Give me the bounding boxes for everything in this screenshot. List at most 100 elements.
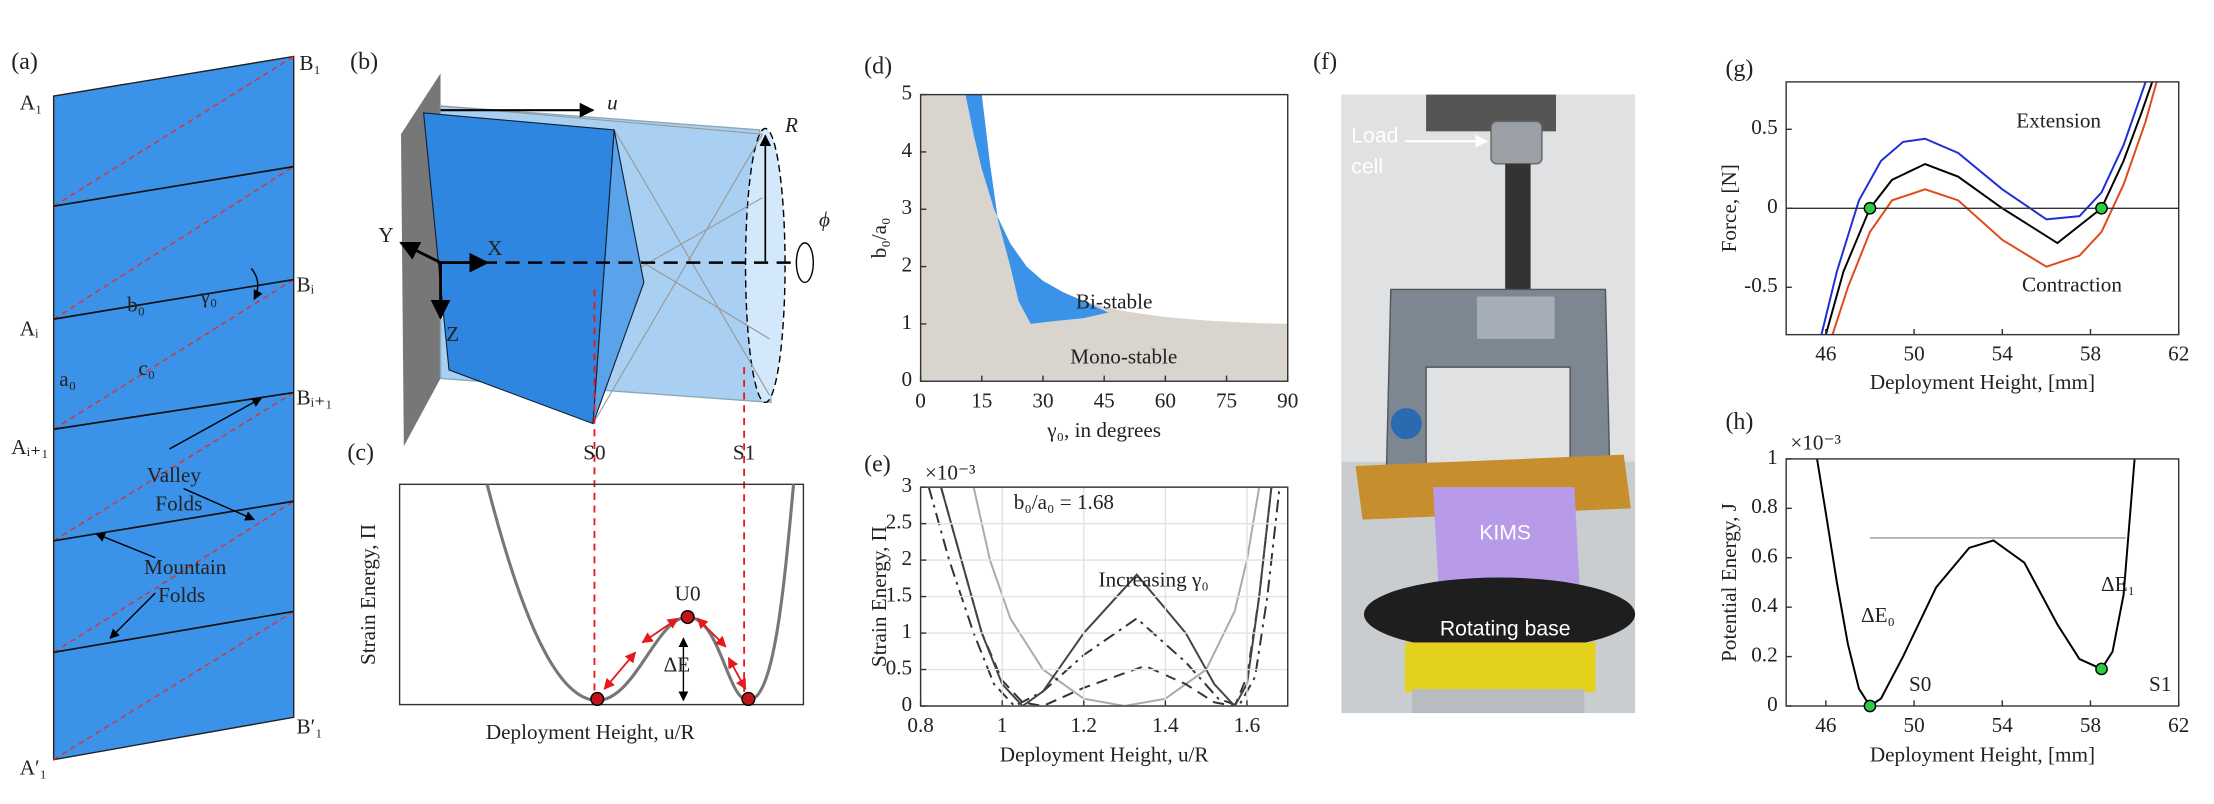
y-tick-label: 0 (902, 692, 913, 716)
axis-multiplier: ×10⁻³ (1790, 431, 1841, 455)
panel-label: (d) (864, 53, 892, 79)
label: KIMS (1479, 521, 1531, 544)
panel-label: (c) (347, 440, 374, 466)
point (1863, 699, 1877, 713)
vertex-label: Bᵢ₊₁ (297, 385, 333, 409)
clamp-plate (1476, 296, 1555, 339)
annotation: Folds (158, 583, 205, 607)
label: u (607, 90, 618, 114)
point-label: S0 (1909, 672, 1931, 696)
panel-label: (b) (350, 49, 378, 75)
plot-frame (1785, 458, 2180, 707)
point (2095, 201, 2108, 215)
line (1824, 81, 2154, 335)
rod (1505, 163, 1531, 298)
mountain-folds (53, 165, 294, 654)
label: Z (446, 322, 459, 346)
vertex-label: A₁ (20, 90, 43, 114)
edge-label: a₀ (59, 367, 76, 391)
line (940, 487, 1273, 707)
annotation: Valley (147, 463, 202, 487)
x-tick-label: 75 (1216, 388, 1237, 412)
plot-frame (919, 486, 1289, 707)
x-tick-label: 1.2 (1071, 713, 1097, 737)
x-axis-label: Deployment Height, [mm] (1870, 743, 2095, 767)
y-tick-label: 0.5 (1751, 115, 1777, 139)
chart: 46 50 54 58 62 0 0.2 0.4 0.6 0.8 1 S0 S1 ΔE₀ ΔE₁ ×10⁻³ (… (1717, 409, 2189, 767)
logo (1390, 408, 1422, 440)
label: R (784, 113, 798, 137)
panel-label: (a) (11, 49, 38, 75)
chart: 0 15 30 45 60 75 90012345Mono-stableBi-stable(… (864, 53, 1298, 442)
panel-c: (c) Strain Energy, Π Deployment Height, … (347, 440, 805, 744)
load-cell (1490, 120, 1543, 165)
x-axis-label: γ₀, in degrees (1046, 418, 1161, 442)
label: S0 (583, 441, 605, 465)
annotation: Folds (155, 491, 202, 515)
line (972, 487, 1261, 707)
chart: 46 50 54 58 62 -0.5 0 0.5 Extension Contraction (g… (1717, 56, 2189, 394)
y-tick-label: 0.5 (886, 655, 912, 679)
label: S1 (733, 441, 755, 465)
yellow-mount (1404, 642, 1596, 692)
y-tick-label: 0 (902, 367, 913, 391)
x-tick-label: 62 (2168, 342, 2189, 366)
x-tick-label: 62 (2168, 713, 2189, 737)
plot-area (927, 487, 1281, 707)
y-axis-label: b₀/a₀ (867, 218, 891, 259)
y-tick-label: 2.5 (886, 509, 912, 533)
edge-label: γ₀ (200, 284, 218, 308)
x-tick-label: 50 (1903, 342, 1924, 366)
x-tick-label: 54 (1992, 713, 2014, 737)
y-tick-label: 1 (1767, 445, 1778, 469)
annotation: Extension (2016, 109, 2101, 133)
annotation-arrows (95, 267, 263, 639)
label: Rotating base (1440, 617, 1571, 640)
line (940, 487, 1273, 707)
plot-background (1786, 458, 2179, 707)
y-tick-label: 1 (902, 619, 913, 643)
metal-mount (1411, 689, 1585, 714)
x-tick-label: 46 (1815, 713, 1836, 737)
y-tick-label: 1 (902, 310, 913, 334)
x-tick-label: 0 (915, 388, 926, 412)
x-tick-label: 45 (1094, 388, 1115, 412)
y-tick-label: 2 (902, 546, 913, 570)
edge-label: c₀ (138, 356, 155, 380)
y-axis-label: Strain Energy, Π (867, 526, 891, 667)
y-axis-label: Force, [N] (1717, 164, 1741, 252)
region (920, 94, 1288, 382)
region (965, 94, 1109, 324)
annotation: ΔE₀ (1861, 603, 1895, 627)
energy-curve (485, 483, 796, 702)
y-tick-label: 0 (1767, 194, 1778, 218)
plot-frame (1785, 81, 2180, 336)
panel-label: (f) (1313, 49, 1337, 75)
x-tick-label: 46 (1815, 342, 1836, 366)
vertex-label: B′₁ (297, 714, 323, 738)
vertex-label: B₁ (299, 51, 321, 75)
valley-folds (53, 55, 295, 761)
y-tick-label: 3 (902, 473, 913, 497)
point-label: S1 (2149, 672, 2171, 696)
annotation: Contraction (2022, 272, 2122, 296)
state-point (590, 691, 605, 707)
vertex-label: Aᵢ (20, 316, 39, 340)
x-tick-label: 0.8 (907, 713, 933, 737)
panel-f: (f) Load cell KIMS Rotating base (1313, 49, 1636, 714)
prism-face (592, 129, 645, 424)
y-tick-label: 2 (902, 252, 913, 276)
annotation: ΔE₁ (2101, 572, 2135, 596)
plot-area (920, 94, 1288, 382)
label: ϕ (819, 208, 830, 232)
panel-b: (b) u R ϕ Y X Z S0 S1 (350, 49, 830, 699)
label: cell (1351, 156, 1383, 179)
phi-arrow (795, 242, 815, 284)
panel-label: (e) (864, 451, 891, 477)
y-tick-label: 1.5 (886, 582, 912, 606)
x-tick-label: 54 (1992, 342, 2014, 366)
x-tick-label: 1.4 (1152, 713, 1179, 737)
x-tick-label: 15 (971, 388, 992, 412)
x-tick-label: 50 (1903, 713, 1924, 737)
